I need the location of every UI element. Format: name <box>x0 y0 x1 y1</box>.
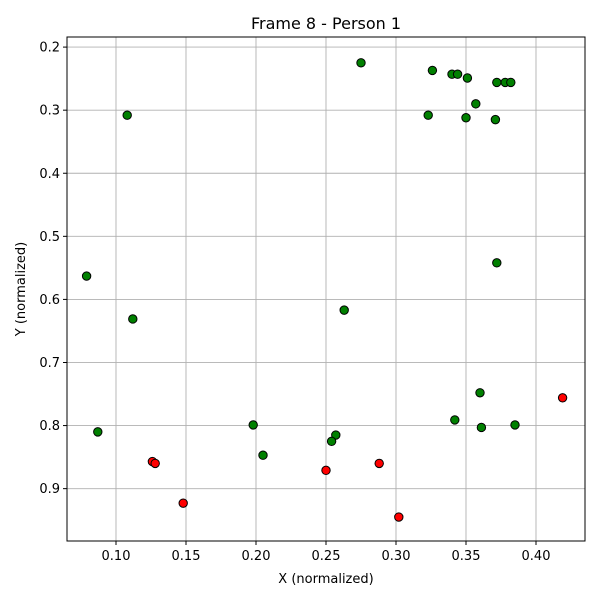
data-point <box>423 110 433 120</box>
x-tick-label: 0.30 <box>382 549 411 564</box>
data-point <box>128 314 138 324</box>
y-axis-label: Y (normalized) <box>14 242 29 337</box>
y-axis-ticks: 0.2 0.3 0.4 0.5 0.6 0.7 0.8 0.9 <box>39 41 67 497</box>
data-point <box>450 415 460 425</box>
x-tick-label: 0.20 <box>242 549 271 564</box>
data-point <box>394 512 404 522</box>
x-axis-ticks: 0.10 0.15 0.20 0.25 0.30 0.35 0.40 <box>102 541 551 564</box>
data-point <box>452 69 463 79</box>
x-tick-label: 0.10 <box>102 549 131 564</box>
data-point <box>321 465 331 476</box>
y-tick-label: 0.4 <box>39 167 60 182</box>
data-point <box>471 99 481 109</box>
data-point <box>427 65 438 76</box>
data-point <box>258 450 268 460</box>
grid-lines <box>67 37 585 541</box>
chart-title: Frame 8 - Person 1 <box>251 14 401 33</box>
x-tick-label: 0.40 <box>522 549 551 564</box>
data-point <box>339 305 349 315</box>
y-tick-label: 0.8 <box>39 419 60 434</box>
data-point <box>374 458 384 469</box>
y-tick-label: 0.3 <box>39 104 60 119</box>
data-point <box>326 436 337 447</box>
data-point <box>93 427 103 437</box>
data-points <box>81 58 568 522</box>
x-tick-label: 0.15 <box>172 549 201 564</box>
y-tick-label: 0.7 <box>39 356 60 371</box>
data-point <box>490 114 501 125</box>
data-point <box>492 77 502 88</box>
data-point <box>178 498 188 508</box>
data-point <box>122 110 132 120</box>
x-tick-label: 0.25 <box>312 549 341 564</box>
data-point <box>476 422 487 433</box>
data-point <box>461 113 471 123</box>
x-tick-label: 0.35 <box>452 549 481 564</box>
data-point <box>81 271 92 281</box>
data-point <box>248 420 258 430</box>
data-point <box>462 73 473 83</box>
data-point <box>475 388 485 398</box>
y-tick-label: 0.6 <box>39 293 60 308</box>
data-point <box>492 258 502 268</box>
data-point <box>510 420 520 430</box>
x-axis-label: X (normalized) <box>278 572 373 587</box>
data-point <box>557 393 568 403</box>
y-tick-label: 0.2 <box>39 41 60 56</box>
y-tick-label: 0.5 <box>39 230 60 245</box>
y-tick-label: 0.9 <box>39 482 60 497</box>
data-point <box>150 458 160 469</box>
data-point <box>506 77 516 88</box>
data-point <box>356 58 366 68</box>
